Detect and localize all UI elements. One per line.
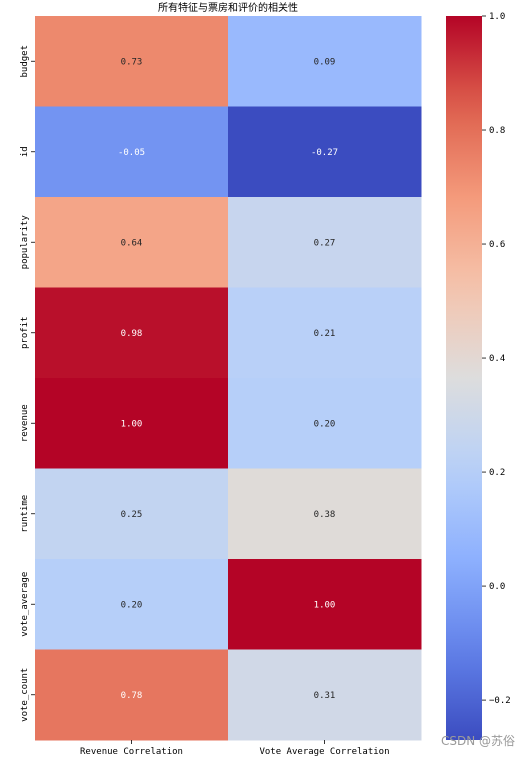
cell-value-label: 0.25 <box>121 510 143 520</box>
cell-value-label: 0.78 <box>121 691 143 701</box>
heatmap-cell <box>35 106 229 198</box>
cell-value-label: 0.38 <box>314 510 336 520</box>
heatmap-cell <box>228 559 422 650</box>
x-tick-label: Vote Average Correlation <box>259 747 389 757</box>
heatmap-cell <box>35 468 229 560</box>
y-axis-labels: budget id popularity profit revenue runtime vo… <box>20 45 35 722</box>
x-axis-labels: Revenue Correlation Vote Average Correlat… <box>80 740 390 757</box>
colorbar-tick-label: 0.6 <box>489 240 505 250</box>
heatmap-cell <box>228 197 422 288</box>
heatmap-cell <box>35 287 229 379</box>
cell-value-label: 0.09 <box>314 57 336 67</box>
heatmap-cell <box>228 16 422 107</box>
cell-value-label: 0.31 <box>314 691 336 701</box>
cell-value-label: -0.05 <box>118 148 145 158</box>
heatmap-cell <box>35 16 229 107</box>
colorbar-tick-label: −0.2 <box>489 696 511 706</box>
heatmap-cell <box>35 649 229 741</box>
watermark-text: CSDN @苏俗 <box>440 734 515 748</box>
cell-value-label: 0.27 <box>314 238 336 248</box>
y-tick-label: vote_count <box>20 668 30 722</box>
cell-value-label: 1.00 <box>121 419 143 429</box>
cell-value-label: 0.20 <box>314 419 336 429</box>
heatmap-cell <box>35 197 229 288</box>
colorbar-tick-label: 0.0 <box>489 582 505 592</box>
cell-value-label: 0.73 <box>121 57 143 67</box>
cell-value-label: 0.21 <box>314 329 336 339</box>
colorbar-tick-label: 0.8 <box>489 126 505 136</box>
heatmap-cell <box>228 378 422 469</box>
heatmap-cell <box>228 649 422 741</box>
y-tick-label: popularity <box>20 215 30 270</box>
cell-value-label: -0.27 <box>311 148 338 158</box>
y-tick-label: runtime <box>20 495 30 533</box>
cell-value-label: 0.98 <box>121 329 143 339</box>
heatmap-cell <box>35 378 229 469</box>
cell-value-label: 1.00 <box>314 600 336 610</box>
y-tick-label: vote_average <box>20 572 30 637</box>
heatmap-cell <box>228 106 422 198</box>
chart-title: 所有特征与票房和评价的相关性 <box>158 1 298 14</box>
heatmap-cell <box>228 468 422 560</box>
x-tick-label: Revenue Correlation <box>80 747 183 757</box>
heatmap-cell <box>35 559 229 650</box>
colorbar-tick-label: 1.0 <box>489 12 505 22</box>
y-tick-label: budget <box>20 45 30 78</box>
cell-value-label: 0.20 <box>121 600 143 610</box>
cell-value-label: 0.64 <box>121 238 143 248</box>
colorbar: 1.0 0.8 0.6 0.4 0.2 0.0 −0.2 <box>446 12 511 740</box>
heatmap-cells: 0.73 0.09 -0.05 -0.27 0.64 0.27 0.98 0.21 1.00 0.… <box>35 16 422 741</box>
colorbar-gradient <box>446 16 482 740</box>
y-tick-label: profit <box>20 316 30 349</box>
y-tick-label: revenue <box>20 404 30 442</box>
y-tick-label: id <box>20 146 30 157</box>
heatmap-cell <box>228 287 422 379</box>
colorbar-tick-label: 0.4 <box>489 354 505 364</box>
colorbar-tick-label: 0.2 <box>489 468 505 478</box>
